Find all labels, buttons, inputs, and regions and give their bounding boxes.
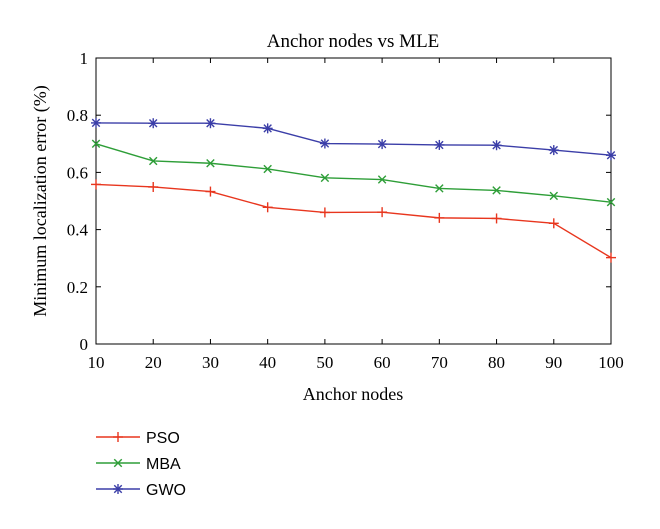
series-gwo xyxy=(91,117,616,161)
plot-frame xyxy=(95,57,612,345)
x-tick-label: 50 xyxy=(316,353,333,372)
legend-marker xyxy=(113,458,123,468)
series-line-gwo xyxy=(95,122,612,156)
data-point-mba xyxy=(148,156,158,166)
x-tick-label: 100 xyxy=(598,353,624,372)
data-point-pso xyxy=(262,202,273,213)
legend-item-gwo: GWO xyxy=(96,482,186,499)
data-point-pso xyxy=(91,179,101,190)
data-point-mba xyxy=(377,175,387,184)
x-axis-label: Anchor nodes xyxy=(303,384,403,404)
x-tick-label: 20 xyxy=(145,353,162,372)
series-line-pso xyxy=(95,183,612,259)
data-point-mba xyxy=(91,139,101,149)
series-line-mba xyxy=(95,143,612,203)
data-point-pso xyxy=(148,181,159,192)
data-point-mba xyxy=(435,184,444,193)
data-point-mba xyxy=(492,186,501,195)
data-point-mba xyxy=(320,173,330,183)
y-tick-label: 1 xyxy=(80,49,89,68)
data-point-gwo xyxy=(606,150,616,161)
data-point-pso xyxy=(606,252,616,263)
data-point-gwo xyxy=(148,118,159,129)
legend-marker xyxy=(113,432,123,442)
data-point-pso xyxy=(434,212,445,223)
y-tick-label: 0.2 xyxy=(67,278,88,297)
series-mba xyxy=(91,139,616,207)
legend-marker xyxy=(113,484,123,494)
data-point-gwo xyxy=(491,140,502,151)
data-point-mba xyxy=(606,197,616,207)
data-point-mba xyxy=(549,191,559,201)
data-point-pso xyxy=(548,218,559,229)
data-point-gwo xyxy=(377,139,388,150)
series-pso xyxy=(91,179,616,263)
legend-label: GWO xyxy=(146,482,186,499)
y-axis-label: Minimum localization error (%) xyxy=(30,85,51,316)
chart-title: Anchor nodes vs MLE xyxy=(267,31,440,52)
data-point-pso xyxy=(205,186,216,197)
y-axis: 0 0.2 0.4 0.6 0.8 1 xyxy=(67,49,611,354)
data-point-pso xyxy=(377,207,388,218)
data-point-mba xyxy=(206,159,215,168)
data-point-gwo xyxy=(262,123,273,134)
y-tick-label: 0.6 xyxy=(67,163,88,182)
legend-label: MBA xyxy=(146,456,181,473)
series-layer xyxy=(91,117,616,263)
legend-item-mba: MBA xyxy=(96,456,181,473)
legend-item-pso: PSO xyxy=(96,430,180,447)
x-tick-label: 60 xyxy=(374,353,391,372)
data-point-gwo xyxy=(548,145,559,156)
y-tick-label: 0 xyxy=(80,335,89,354)
data-point-gwo xyxy=(205,118,216,129)
data-point-gwo xyxy=(434,139,445,150)
legend: PSO MBA GWO xyxy=(96,430,186,499)
y-tick-label: 0.4 xyxy=(67,221,89,240)
x-axis: 10 20 30 40 50 60 70 80 90 100 xyxy=(88,58,624,372)
x-tick-label: 10 xyxy=(88,353,105,372)
data-point-mba xyxy=(263,164,272,174)
x-tick-label: 30 xyxy=(202,353,219,372)
legend-label: PSO xyxy=(146,430,180,447)
data-point-gwo xyxy=(91,117,101,128)
x-tick-label: 80 xyxy=(488,353,505,372)
data-point-pso xyxy=(319,207,330,218)
y-tick-label: 0.8 xyxy=(67,106,88,125)
x-tick-label: 70 xyxy=(431,353,448,372)
data-point-pso xyxy=(491,213,502,224)
x-tick-label: 90 xyxy=(545,353,562,372)
x-tick-label: 40 xyxy=(259,353,276,372)
data-point-gwo xyxy=(319,138,330,149)
